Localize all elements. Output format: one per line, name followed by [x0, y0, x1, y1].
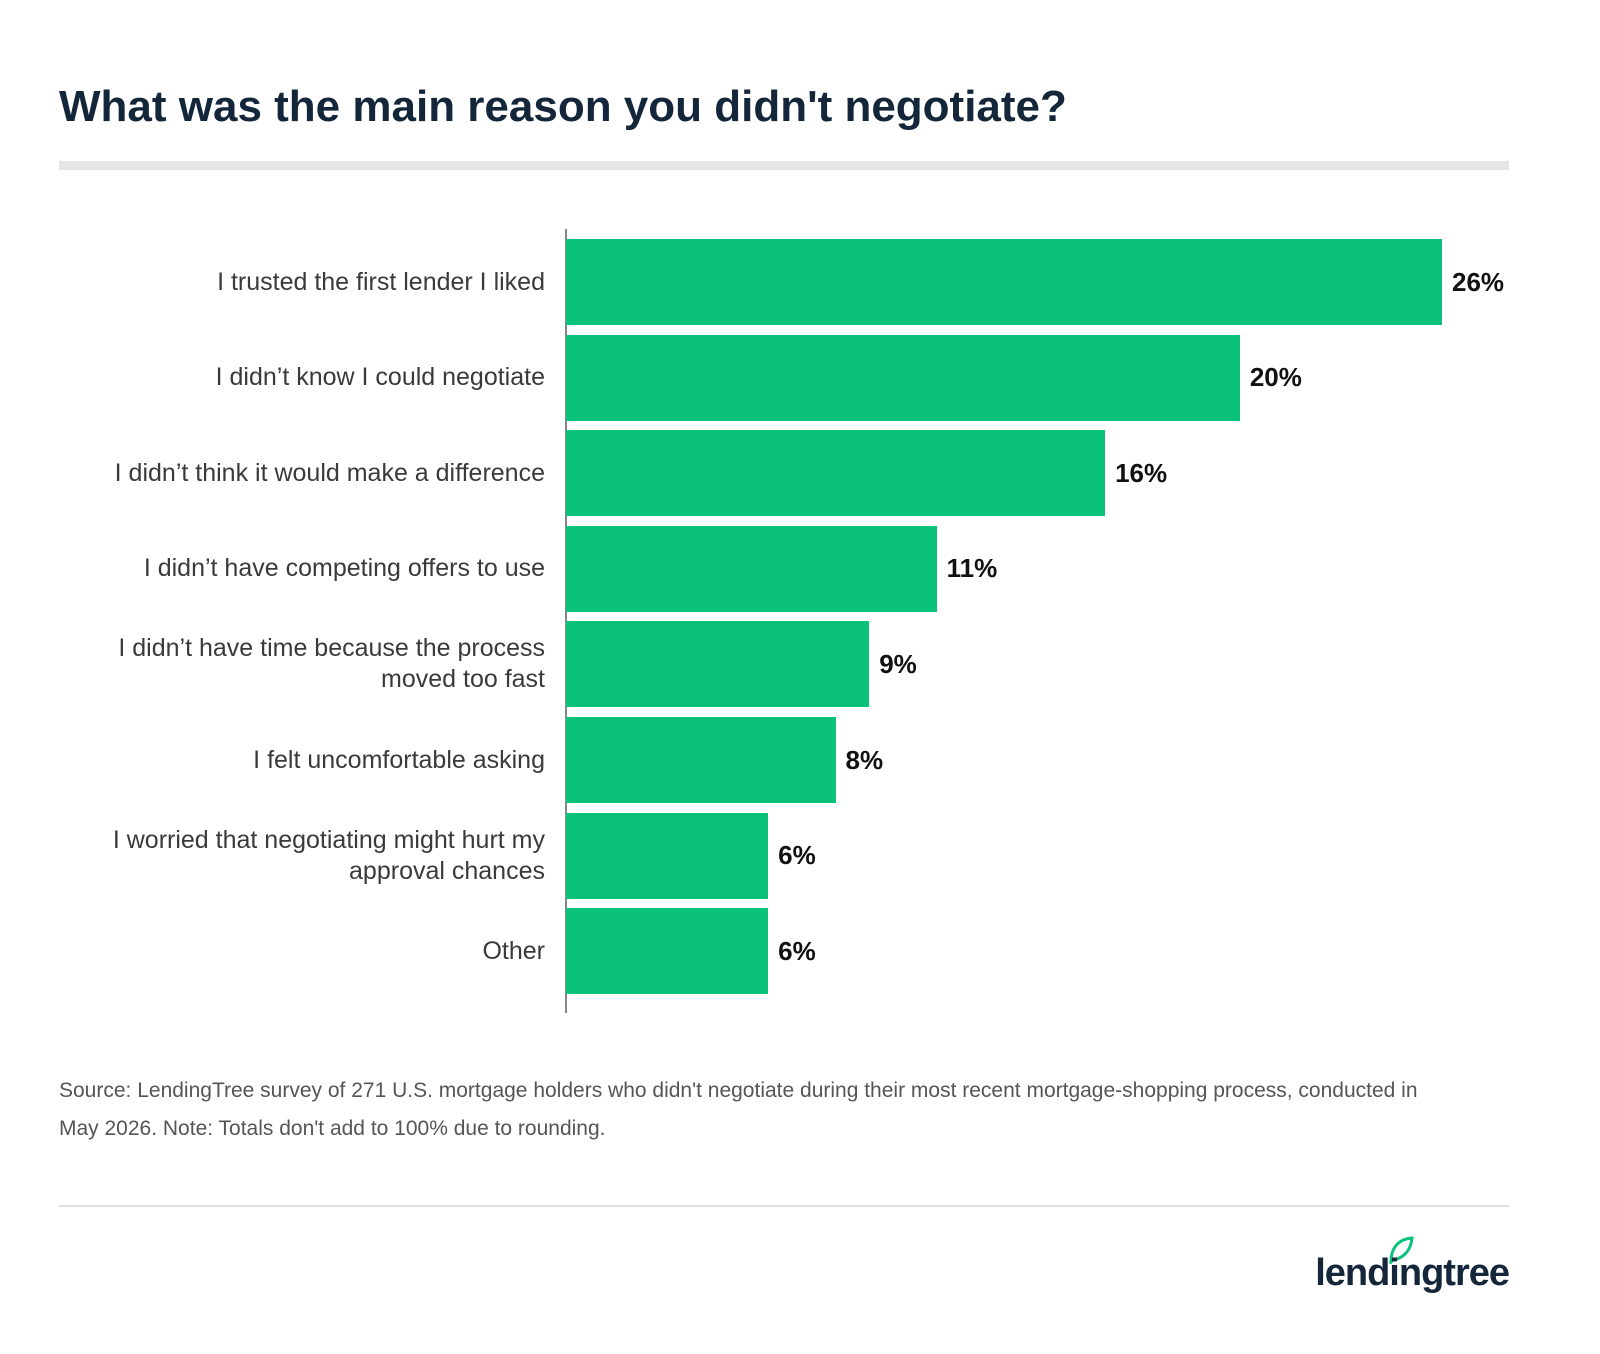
bar: [566, 621, 870, 708]
value-label: 26%: [1452, 266, 1505, 297]
category-label: I didn’t think it would make a differenc…: [114, 458, 545, 487]
value-label: 20%: [1249, 362, 1302, 393]
value-label: 16%: [1115, 457, 1168, 488]
value-label: 6%: [778, 840, 816, 871]
value-label: 9%: [879, 648, 917, 679]
bar: [566, 812, 769, 899]
bar: [566, 430, 1106, 517]
category-label: I didn’t have competing offers to use: [143, 554, 545, 583]
value-label: 6%: [778, 935, 816, 966]
footer-rule: [59, 1205, 1509, 1207]
category-label: I worried that negotiating might hurt my…: [112, 825, 545, 885]
chart-title: What was the main reason you didn't nego…: [59, 82, 1067, 131]
category-label: I felt uncomfortable asking: [253, 745, 545, 774]
source-note: Source: LendingTree survey of 271 U.S. m…: [59, 1079, 1418, 1140]
value-label: 11%: [946, 553, 998, 584]
bar: [566, 525, 937, 612]
category-label: I trusted the first lender I liked: [217, 267, 545, 296]
axis-line: [565, 229, 567, 1013]
value-label: 8%: [845, 744, 884, 775]
category-label: I didn’t know I could negotiate: [215, 363, 545, 392]
category-label: I didn’t have time because the process m…: [118, 634, 545, 694]
bar: [566, 334, 1240, 421]
bar: [566, 717, 836, 803]
logo: lendingtree: [1315, 1252, 1510, 1294]
title-rule: [59, 161, 1509, 170]
category-label: Other: [482, 936, 545, 965]
bar: [566, 908, 769, 995]
logo-leaf: [1389, 1236, 1414, 1264]
bar: [566, 239, 1442, 325]
